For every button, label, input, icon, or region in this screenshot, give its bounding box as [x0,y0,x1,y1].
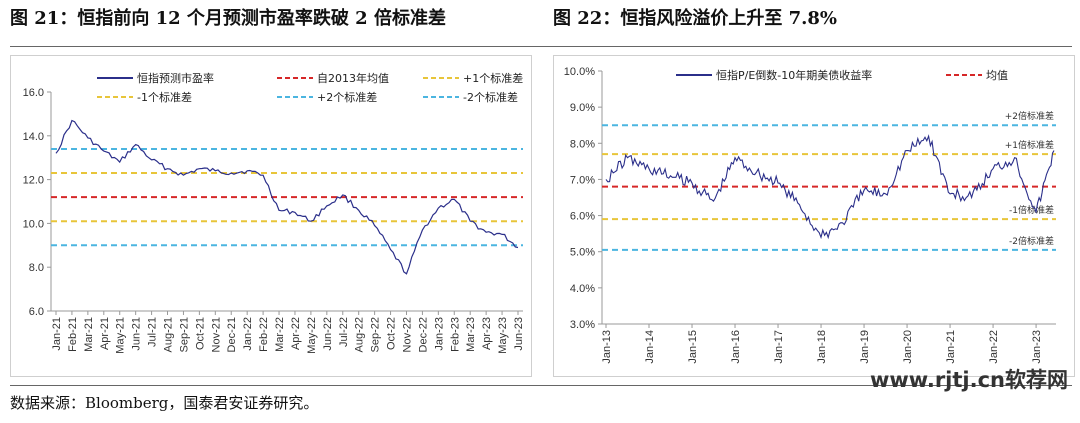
watermark: www.rjtj.cn软荐网 [869,368,1068,392]
x-tick-label: Jul-22 [338,317,350,347]
x-tick-label: Jan-19 [859,330,871,364]
y-tick-label: 8.0 [29,262,44,274]
x-tick-label: Jan-22 [988,330,1000,364]
y-tick-label: 6.0 [29,306,44,318]
x-tick-label: Jun-21 [131,317,143,351]
x-tick-label: Jan-21 [945,330,957,364]
x-tick-label: Jan-14 [644,330,656,364]
x-tick-label: Sep-21 [178,317,190,352]
x-tick-label: Nov-21 [210,317,222,352]
y-tick-label: 8.0% [570,138,595,150]
legend-label: 恒指预测市盈率 [137,71,214,85]
legend-label: 均值 [986,69,1008,82]
x-tick-label: Apr-22 [290,317,302,350]
x-tick-label: Mar-23 [465,317,477,352]
x-tick-label: Jan-13 [601,330,613,364]
x-tick-label: Jan-15 [687,330,699,364]
std-band-label: -1倍标准差 [1009,204,1054,216]
x-tick-label: Jan-23 [1031,330,1043,364]
risk-premium-chart: 3.0% 4.0% 5.0% 6.0% 7.0% 8.0% 9.0% 10.0% Jan-13 J… [564,66,1056,364]
x-tick-label: Aug-22 [354,317,366,352]
x-tick-label: Dec-22 [417,317,429,352]
x-tick-label: Jan-16 [730,330,742,364]
x-tick-label: Jan-22 [242,317,254,351]
risk-premium-chart-panel: 3.0% 4.0% 5.0% 6.0% 7.0% 8.0% 9.0% 10.0% Jan-13 J… [553,55,1075,377]
y-tick-label: 14.0 [23,131,44,143]
x-tick-label: Nov-22 [401,317,413,352]
legend-label: -1个标准差 [137,90,192,104]
x-tick-label: Jun-22 [322,317,334,351]
y-tick-label: 5.0% [570,247,595,259]
std-band-label: +2倍标准差 [1005,110,1054,122]
x-tick-label: Oct-21 [194,317,206,350]
legend-label: 自2013年均值 [317,71,389,85]
left-figure-title: 图 21：恒指前向 12 个月预测市盈率跌破 2 倍标准差 [10,8,446,29]
legend-label: +2个标准差 [317,90,377,104]
x-tick-label: Jan-21 [51,317,63,351]
legend-label: -2个标准差 [463,90,518,104]
y-tick-label: 12.0 [23,175,44,187]
x-tick-label: Apr-23 [481,317,493,350]
x-tick-label: Apr-21 [99,317,111,350]
x-tick-label: Mar-21 [83,317,95,352]
x-tick-label: May-22 [306,317,318,354]
x-tick-label: Sep-22 [370,317,382,352]
source-note: 数据来源：Bloomberg，国泰君安证券研究。 [10,394,319,412]
x-tick-label: Dec-21 [226,317,238,352]
pe-chart: 6.0 8.0 10.0 12.0 14.0 16.0 Jan-21 Feb-21 Mar-21… [23,71,525,354]
x-tick-label: Feb-21 [67,317,79,352]
bottom-rule [10,385,1072,386]
std-band-label: +1倍标准差 [1005,139,1054,151]
x-tick-label: Jan-17 [773,330,785,364]
pe-chart-panel: 6.0 8.0 10.0 12.0 14.0 16.0 Jan-21 Feb-21 Mar-21… [10,55,532,377]
x-tick-label: Jun-23 [513,317,525,351]
x-tick-label: Oct-22 [386,317,398,350]
y-tick-label: 10.0 [23,218,44,230]
series-line [55,119,519,275]
y-tick-label: 9.0% [570,102,595,114]
x-tick-label: May-23 [497,317,509,354]
x-tick-label: Feb-22 [258,317,270,352]
x-tick-label: May-21 [115,317,127,354]
top-rule [10,46,1072,47]
y-tick-label: 3.0% [570,319,595,331]
y-tick-label: 4.0% [570,283,595,295]
legend-label: 恒指P/E倒数-10年期美债收益率 [716,68,872,82]
series-line [605,134,1055,240]
x-tick-label: Jan-20 [902,330,914,364]
x-tick-label: Mar-22 [274,317,286,352]
right-figure-title: 图 22：恒指风险溢价上升至 7.8% [553,8,837,29]
x-tick-label: Jul-21 [147,317,159,347]
x-tick-label: Feb-23 [449,317,461,352]
legend-label: +1个标准差 [463,71,523,85]
std-band-label: -2倍标准差 [1009,235,1054,247]
x-tick-label: Jan-23 [433,317,445,351]
y-tick-label: 16.0 [23,87,44,99]
y-tick-label: 6.0% [570,211,595,223]
y-tick-label: 7.0% [570,174,595,186]
x-tick-label: Aug-21 [163,317,175,352]
x-tick-label: Jan-18 [816,330,828,364]
y-tick-label: 10.0% [564,66,595,78]
